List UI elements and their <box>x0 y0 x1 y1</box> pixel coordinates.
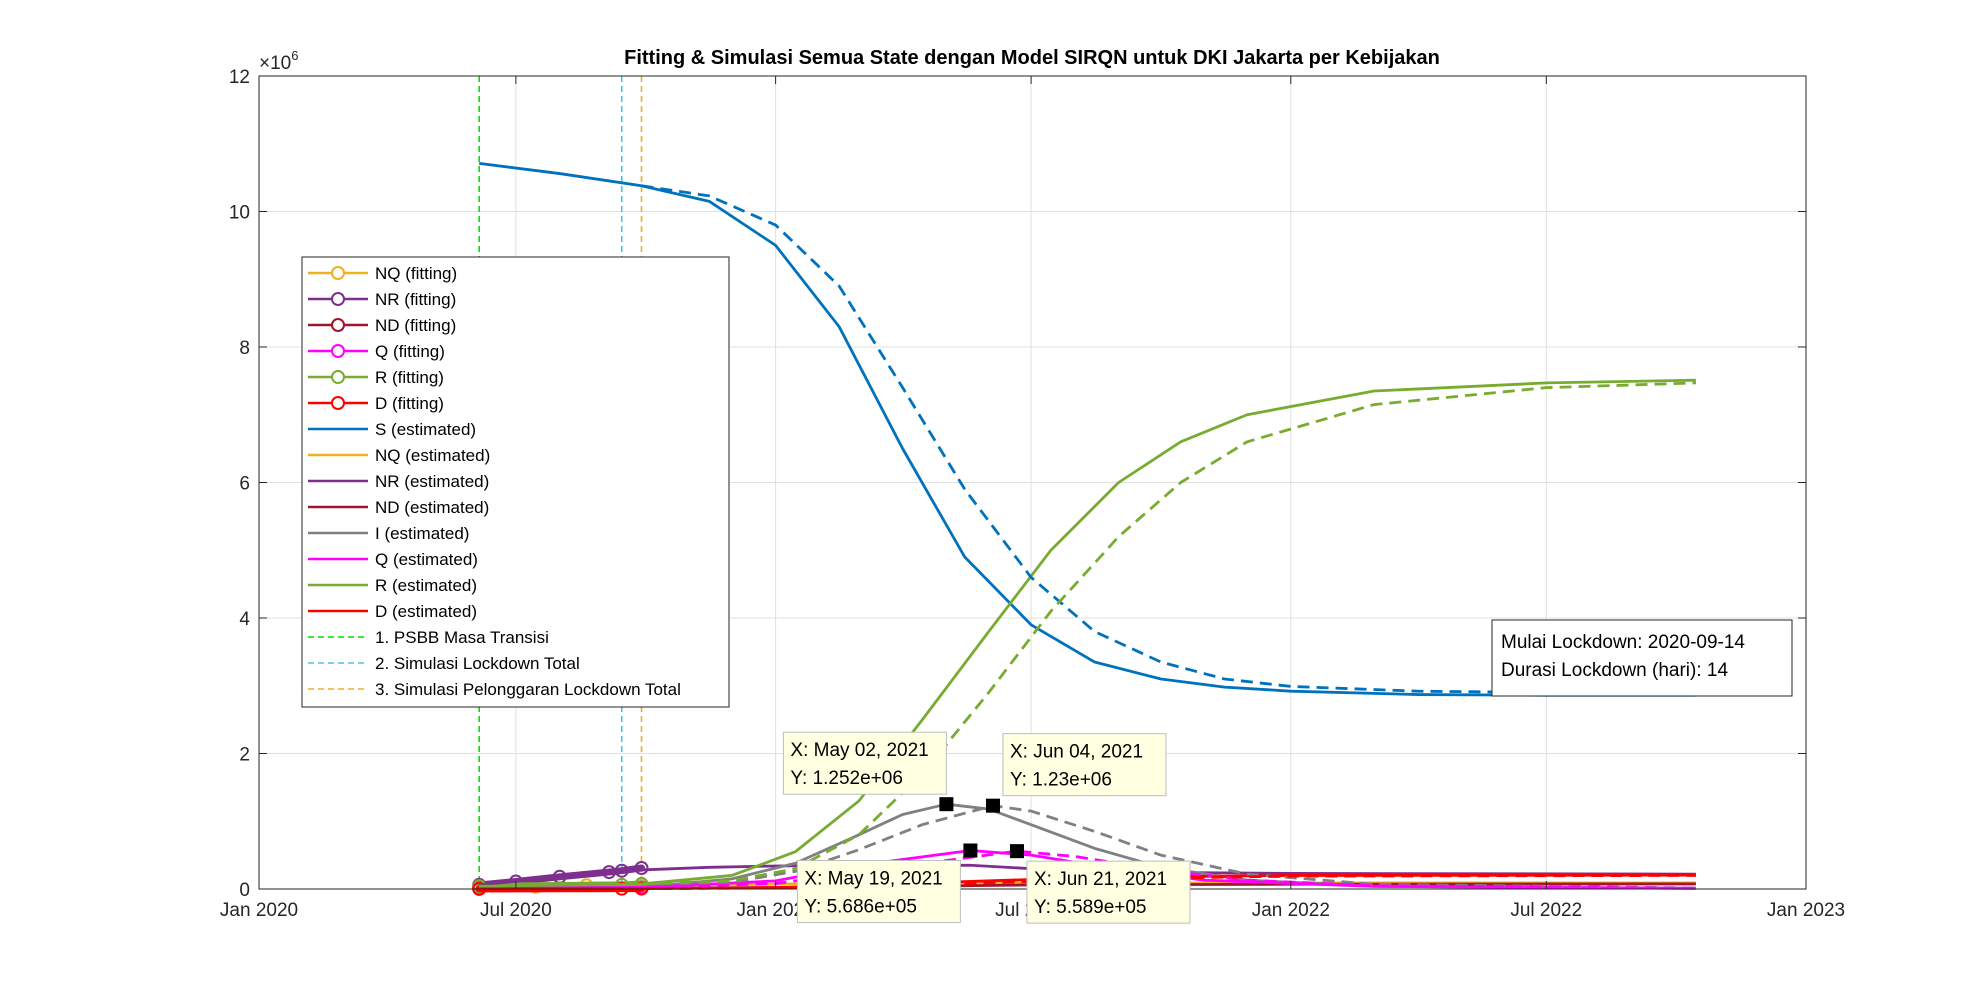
info-box-line: Durasi Lockdown (hari): 14 <box>1501 660 1728 681</box>
legend-entry-nr-estimated: NR (estimated) <box>308 472 489 491</box>
chart-title: Fitting & Simulasi Semua State dengan Mo… <box>624 47 1440 69</box>
y-tick-label: 10 <box>229 203 250 224</box>
legend-entry-2-simulasi-lockdown-total: 2. Simulasi Lockdown Total <box>308 654 580 673</box>
legend-label: NQ (estimated) <box>375 446 490 465</box>
x-tick-label: Jul 2020 <box>480 900 552 921</box>
datatip-box <box>796 859 961 923</box>
x-tick-label: Jan 2023 <box>1767 900 1845 921</box>
legend-entry-d-estimated: D (estimated) <box>308 602 477 621</box>
legend-label: D (estimated) <box>375 602 477 621</box>
y-multiplier-base: ×10 <box>259 53 291 74</box>
info-box-frame <box>1491 619 1793 697</box>
legend-label: Q (estimated) <box>375 550 478 569</box>
datatip-x-text: X: Jun 21, 2021 <box>1034 869 1167 890</box>
datatip-y-text: Y: 5.686e+05 <box>804 896 917 917</box>
legend-label: 2. Simulasi Lockdown Total <box>375 654 580 673</box>
datatip-2: X: Jun 04, 2021 Y: 1.23e+06 <box>985 733 1167 813</box>
legend-entry-q-fitting: Q (fitting) <box>308 342 445 361</box>
legend-entry-q-estimated: Q (estimated) <box>308 550 478 569</box>
legend-entry-1-psbb-masa-transisi: 1. PSBB Masa Transisi <box>308 628 549 647</box>
series-r-estimated-pelonggaran-line <box>641 381 1696 886</box>
datatip-y-text: Y: 5.589e+05 <box>1034 897 1147 918</box>
datatip-y-text: Y: 1.252e+06 <box>790 768 903 789</box>
series-d-estimated-pelonggaran-line <box>641 874 1696 890</box>
legend-label: I (estimated) <box>375 524 469 543</box>
y-tick-label: 6 <box>239 474 250 495</box>
datatips: X: May 02, 2021 Y: 1.252e+06 X: Jun 04, 20… <box>782 731 1191 924</box>
datatip-box <box>1002 733 1167 797</box>
legend: NQ (fitting) NR (fitting) ND (fitting) Q (f… <box>301 256 730 708</box>
legend-entry-nr-fitting: NR (fitting) <box>308 290 456 309</box>
datatip-marker <box>963 843 978 858</box>
legend-swatch-marker <box>331 318 345 332</box>
legend-label: ND (estimated) <box>375 498 489 517</box>
legend-swatch-marker <box>331 292 345 306</box>
legend-label: Q (fitting) <box>375 342 445 361</box>
legend-swatch-marker <box>331 344 345 358</box>
datatip-4: X: Jun 21, 2021 Y: 5.589e+05 <box>1009 844 1191 924</box>
legend-box <box>301 256 730 708</box>
policy-lines <box>478 76 643 889</box>
datatip-x-text: X: May 19, 2021 <box>804 868 942 889</box>
y-tick-label: 4 <box>239 609 250 630</box>
legend-entry-s-estimated: S (estimated) <box>308 420 476 439</box>
y-tick-label: 0 <box>239 880 250 901</box>
y-tick-label: 8 <box>239 338 250 359</box>
info-box: Mulai Lockdown: 2020-09-14 Durasi Lockdow… <box>1491 619 1793 697</box>
y-multiplier: ×106 <box>259 48 298 74</box>
y-multiplier-exponent: 6 <box>291 48 298 63</box>
legend-entry-nd-estimated: ND (estimated) <box>308 498 489 517</box>
datatip-x-text: X: May 02, 2021 <box>790 740 928 761</box>
legend-entry-nq-estimated: NQ (estimated) <box>308 446 490 465</box>
datatip-box <box>1026 860 1191 924</box>
y-tick-label: 2 <box>239 745 250 766</box>
legend-label: ND (fitting) <box>375 316 456 335</box>
legend-label: S (estimated) <box>375 420 476 439</box>
datatip-1: X: May 02, 2021 Y: 1.252e+06 <box>782 731 954 812</box>
legend-label: NQ (fitting) <box>375 264 457 283</box>
x-tick-label: Jan 2020 <box>220 900 298 921</box>
legend-entry-i-estimated: I (estimated) <box>308 524 469 543</box>
series-s-estimated-line <box>479 162 1696 697</box>
legend-swatch-marker <box>331 266 345 280</box>
legend-entry-d-fitting: D (fitting) <box>308 394 444 413</box>
x-tick-label: Jan 2022 <box>1252 900 1330 921</box>
legend-label: 3. Simulasi Pelonggaran Lockdown Total <box>375 680 681 699</box>
legend-entry-r-estimated: R (estimated) <box>308 576 477 595</box>
series-nr-fitting-point <box>634 860 649 875</box>
datatip-3: X: May 19, 2021 Y: 5.686e+05 <box>796 843 978 923</box>
legend-label: R (fitting) <box>375 368 444 387</box>
legend-label: R (estimated) <box>375 576 477 595</box>
datatip-marker <box>939 797 954 812</box>
x-tick-label: Jul 2022 <box>1510 900 1582 921</box>
legend-swatch-marker <box>331 370 345 384</box>
datatip-y-text: Y: 1.23e+06 <box>1010 770 1112 791</box>
legend-label: 1. PSBB Masa Transisi <box>375 628 549 647</box>
info-box-line: Mulai Lockdown: 2020-09-14 <box>1501 632 1745 653</box>
series-i-estimated-pelonggaran-line <box>641 804 1696 890</box>
series-r-estimated-line <box>479 378 1696 888</box>
datatip-marker <box>1009 844 1024 859</box>
datatip-box <box>782 731 947 795</box>
legend-label: D (fitting) <box>375 394 444 413</box>
legend-label: NR (fitting) <box>375 290 456 309</box>
series-s-estimated-pelonggaran-line <box>641 184 1696 695</box>
legend-entry-nq-fitting: NQ (fitting) <box>308 264 457 283</box>
legend-swatch-marker <box>331 396 345 410</box>
y-tick-label: 12 <box>229 67 250 88</box>
datatip-marker <box>985 798 1000 813</box>
legend-entry-3-simulasi-pelonggaran-lockdown-total: 3. Simulasi Pelonggaran Lockdown Total <box>308 680 681 699</box>
legend-label: NR (estimated) <box>375 472 489 491</box>
datatip-x-text: X: Jun 04, 2021 <box>1010 742 1143 763</box>
legend-entry-r-fitting: R (fitting) <box>308 368 444 387</box>
x-tick-label: Jan 2021 <box>737 900 815 921</box>
legend-entry-nd-fitting: ND (fitting) <box>308 316 456 335</box>
